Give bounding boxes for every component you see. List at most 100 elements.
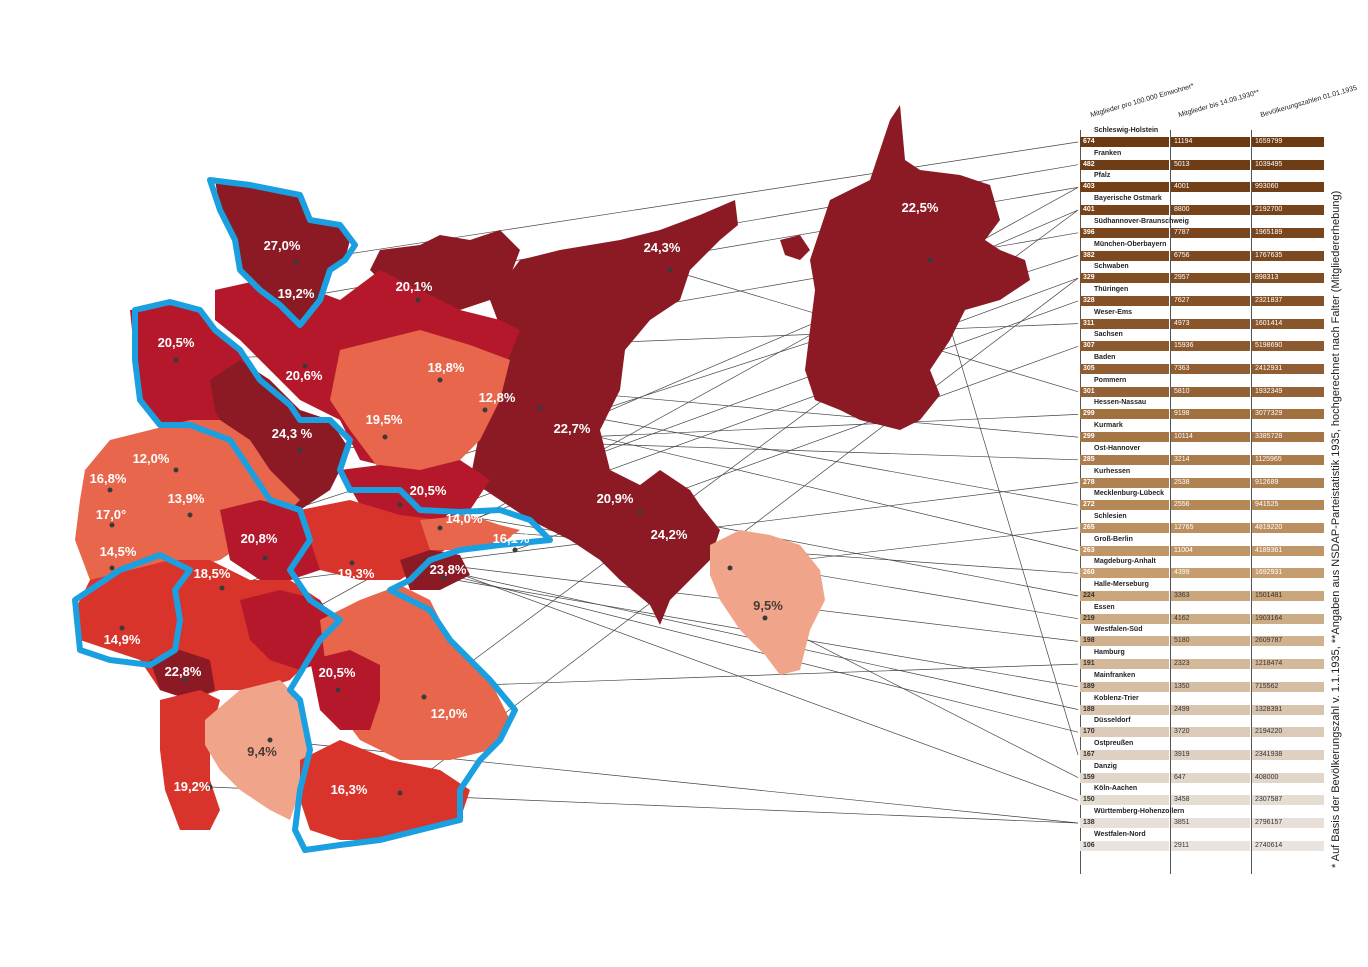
region-dot [107, 487, 113, 493]
region-dot [187, 512, 193, 518]
region-dot [637, 509, 643, 515]
legend-row-population: 1932349 [1252, 386, 1324, 397]
region-dot [727, 565, 733, 571]
legend-row-name: Weser-Ems [1094, 308, 1133, 316]
legend-row-members: 4162 [1171, 613, 1250, 624]
region-dot [335, 687, 341, 693]
legend-row-per100k: 396 [1080, 227, 1169, 238]
region-dot [207, 784, 213, 790]
legend-row-population: 2321837 [1252, 295, 1324, 306]
region-schleswig [215, 180, 350, 320]
region-percent-label: 14,9% [104, 632, 141, 647]
legend-row-population: 941525 [1252, 500, 1324, 511]
legend-row: Westfalen-Nord 106 2911 2740614 [1080, 830, 1326, 853]
footnote: * Auf Basis der Bevölkerungszahl v. 1.1.… [1330, 190, 1342, 868]
legend-row: Schlesien 265 12765 4819220 [1080, 512, 1326, 535]
legend-row-members: 12765 [1171, 522, 1250, 533]
legend-row-population: 2194220 [1252, 727, 1324, 738]
region-dot [349, 560, 355, 566]
legend-row-members: 8800 [1171, 205, 1250, 216]
legend-row-name: Schwaben [1094, 263, 1129, 271]
legend-row-per100k: 301 [1080, 386, 1169, 397]
region-percent-label: 12,0% [431, 706, 468, 721]
legend-row-members: 2499 [1171, 704, 1250, 715]
legend-row-per100k: 299 [1080, 432, 1169, 443]
legend-row-per100k: 285 [1080, 454, 1169, 465]
region-percent-label: 9,4% [247, 744, 277, 759]
legend-row-per100k: 299 [1080, 409, 1169, 420]
legend-row-per100k: 263 [1080, 545, 1169, 556]
legend-row-population: 898313 [1252, 273, 1324, 284]
legend-row-per100k: 328 [1080, 295, 1169, 306]
region-dot [109, 522, 115, 528]
legend-row-population: 2341938 [1252, 749, 1324, 760]
legend-row: Ostpreußen 167 3919 2341938 [1080, 739, 1326, 762]
legend-row-population: 1903164 [1252, 613, 1324, 624]
region-percent-label: 17,0° [96, 507, 127, 522]
region-dot [537, 405, 543, 411]
legend-row-population: 4819220 [1252, 522, 1324, 533]
legend-row: Hessen-Nassau 299 9198 3077329 [1080, 398, 1326, 421]
region-percent-label: 22,8% [165, 664, 202, 679]
legend-row-name: Hamburg [1094, 649, 1125, 657]
legend-row-population: 1328391 [1252, 704, 1324, 715]
region-dot [421, 694, 427, 700]
region-percent-label: 9,5% [753, 598, 783, 613]
legend-row-members: 5013 [1171, 159, 1250, 170]
region-center-light [330, 330, 510, 480]
legend-row-members: 1350 [1171, 681, 1250, 692]
legend-row: Halle-Merseburg 224 3363 1501481 [1080, 580, 1326, 603]
legend-row-name: Düsseldorf [1094, 717, 1131, 725]
legend-row: Weser-Ems 311 4973 1601414 [1080, 308, 1326, 331]
legend-row-per100k: 382 [1080, 250, 1169, 261]
legend-row: Pommern 301 5810 1932349 [1080, 376, 1326, 399]
region-percent-label: 20,5% [158, 335, 195, 350]
legend-row-name: Koblenz-Trier [1094, 694, 1139, 702]
leader-line [764, 617, 1079, 778]
region-dot [397, 790, 403, 796]
legend-row-name: Thüringen [1094, 285, 1129, 293]
legend-row-population: 1767635 [1252, 250, 1324, 261]
legend-row-name: Köln-Aachen [1094, 785, 1138, 793]
legend-row-name: Kurmark [1094, 422, 1123, 430]
legend-row-members: 7787 [1171, 227, 1250, 238]
legend-row-population: 2609787 [1252, 636, 1324, 647]
legend-row-per100k: 305 [1080, 364, 1169, 374]
region-dot [415, 297, 421, 303]
legend-row-per100k: 401 [1080, 205, 1169, 216]
legend-row-per100k: 403 [1080, 182, 1169, 193]
region-ostpreussen [805, 105, 1030, 430]
legend-row-per100k: 278 [1080, 477, 1169, 488]
region-dot [927, 257, 933, 263]
legend-row-name: Südhannover-Braunschweig [1094, 217, 1189, 225]
legend-row-members: 2556 [1171, 500, 1250, 511]
legend-row-name: Danzig [1094, 762, 1117, 770]
region-percent-label: 18,8% [428, 360, 465, 375]
legend-row: Groß-Berlin 263 11004 4189361 [1080, 535, 1326, 558]
region-danzig [780, 235, 810, 260]
region-percent-label: 22,5% [902, 200, 939, 215]
legend-row-name: Schleswig-Holstein [1094, 127, 1159, 134]
legend-row-per100k: 159 [1080, 772, 1169, 783]
legend-row-population: 3385728 [1252, 432, 1324, 443]
legend-row-name: Pommern [1094, 376, 1127, 384]
region-percent-label: 18,5% [194, 566, 231, 581]
legend-row-population: 912689 [1252, 477, 1324, 488]
legend-row-name: Sachsen [1094, 331, 1123, 339]
region-dot [311, 292, 317, 298]
legend-row: Franken 482 5013 1039495 [1080, 149, 1326, 172]
legend-row-members: 2538 [1171, 477, 1250, 488]
legend-row-name: Hessen-Nassau [1094, 399, 1147, 407]
region-dot [182, 677, 188, 683]
region-percent-label: 20,9% [597, 491, 634, 506]
region-lower-saxony [210, 360, 350, 510]
legend-row-population: 715562 [1252, 681, 1324, 692]
legend-row: Kurhessen 278 2538 912689 [1080, 467, 1326, 490]
legend-row-name: Halle-Merseburg [1094, 581, 1149, 588]
region-dot [262, 555, 268, 561]
legend-row-members: 6756 [1171, 250, 1250, 261]
legend-row-name: Westfalen-Süd [1094, 626, 1143, 634]
legend-row-name: Baden [1094, 354, 1116, 361]
legend-row-per100k: 167 [1080, 749, 1169, 760]
